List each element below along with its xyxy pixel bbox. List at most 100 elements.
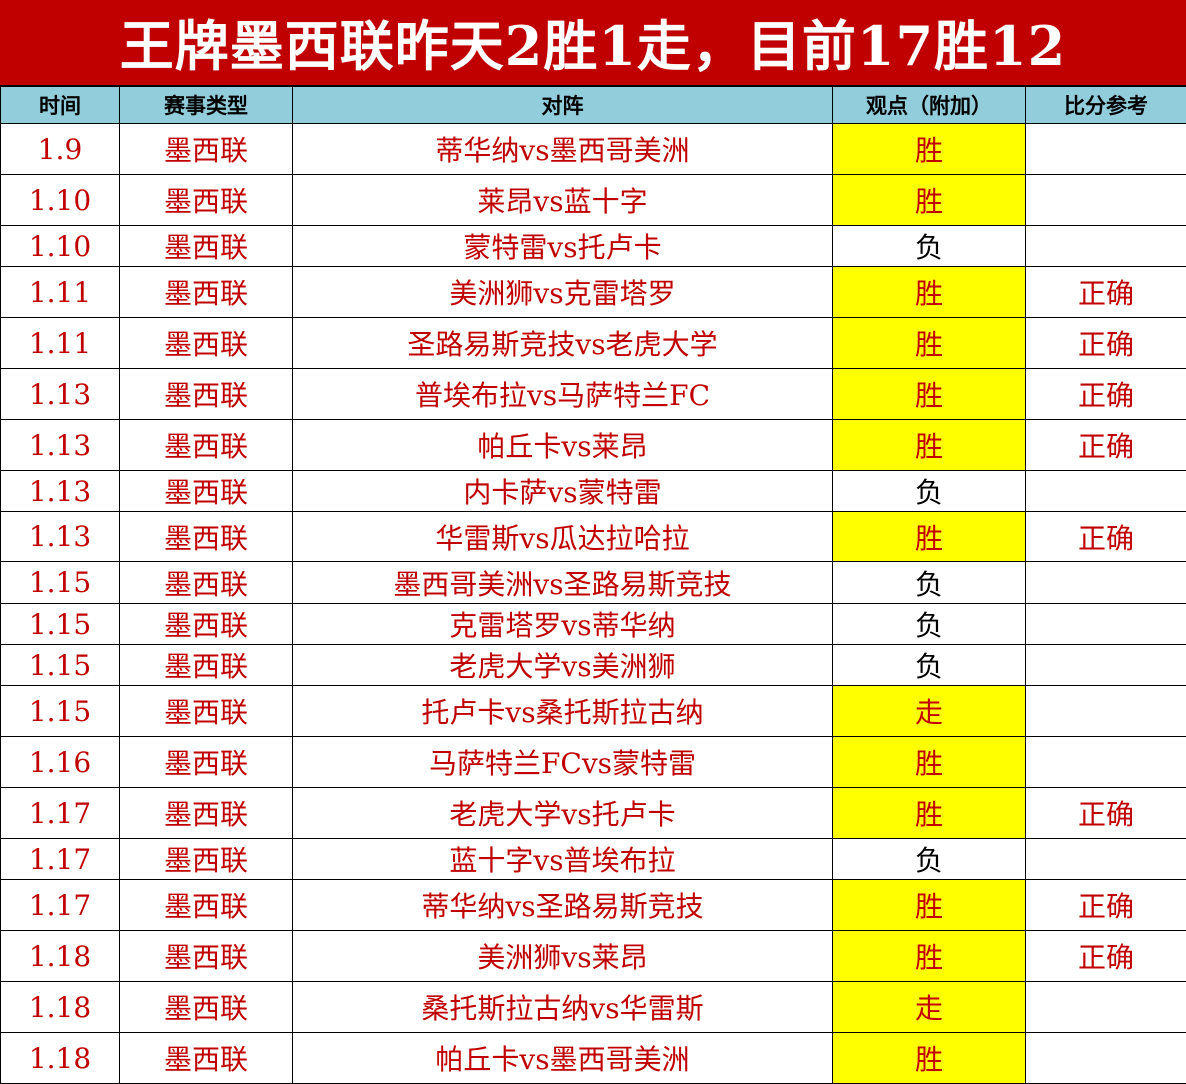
date-cell: 1.13 bbox=[1, 420, 120, 471]
league-cell: 墨西联 bbox=[120, 267, 293, 318]
pick-cell: 胜 bbox=[833, 124, 1026, 175]
date-cell: 1.15 bbox=[1, 645, 120, 686]
pick-cell: 负 bbox=[833, 839, 1026, 880]
note-cell: 正确 bbox=[1026, 512, 1186, 562]
pick-cell: 胜 bbox=[833, 931, 1026, 982]
league-cell: 墨西联 bbox=[120, 788, 293, 839]
match-cell: 蒂华纳vs墨西哥美洲 bbox=[293, 124, 833, 175]
pick-cell: 胜 bbox=[833, 318, 1026, 369]
pick-cell: 走 bbox=[833, 686, 1026, 737]
league-cell: 墨西联 bbox=[120, 982, 293, 1033]
pick-cell: 负 bbox=[833, 645, 1026, 686]
league-cell: 墨西联 bbox=[120, 420, 293, 471]
league-cell: 墨西联 bbox=[120, 226, 293, 267]
date-cell: 1.18 bbox=[1, 982, 120, 1033]
note-cell: 正确 bbox=[1026, 267, 1186, 318]
note-cell bbox=[1026, 175, 1186, 226]
match-cell: 蓝十字vs普埃布拉 bbox=[293, 839, 833, 880]
note-cell: 正确 bbox=[1026, 788, 1186, 839]
date-cell: 1.15 bbox=[1, 604, 120, 645]
match-cell: 桑托斯拉古纳vs华雷斯 bbox=[293, 982, 833, 1033]
pick-cell: 胜 bbox=[833, 1033, 1026, 1084]
match-cell: 莱昂vs蓝十字 bbox=[293, 175, 833, 226]
league-cell: 墨西联 bbox=[120, 931, 293, 982]
date-cell: 1.10 bbox=[1, 175, 120, 226]
league-cell: 墨西联 bbox=[120, 512, 293, 562]
pick-cell: 胜 bbox=[833, 788, 1026, 839]
match-cell: 帕丘卡vs墨西哥美洲 bbox=[293, 1033, 833, 1084]
date-cell: 1.17 bbox=[1, 788, 120, 839]
match-cell: 内卡萨vs蒙特雷 bbox=[293, 471, 833, 512]
date-cell: 1.11 bbox=[1, 267, 120, 318]
note-cell: 正确 bbox=[1026, 880, 1186, 931]
pick-cell: 胜 bbox=[833, 512, 1026, 562]
note-cell: 正确 bbox=[1026, 420, 1186, 471]
pick-cell: 胜 bbox=[833, 267, 1026, 318]
date-cell: 1.15 bbox=[1, 686, 120, 737]
league-cell: 墨西联 bbox=[120, 880, 293, 931]
match-cell: 墨西哥美洲vs圣路易斯竞技 bbox=[293, 562, 833, 604]
note-cell bbox=[1026, 124, 1186, 175]
date-cell: 1.11 bbox=[1, 318, 120, 369]
note-cell bbox=[1026, 839, 1186, 880]
match-cell: 华雷斯vs瓜达拉哈拉 bbox=[293, 512, 833, 562]
match-cell: 马萨特兰FCvs蒙特雷 bbox=[293, 737, 833, 788]
note-cell bbox=[1026, 982, 1186, 1033]
note-cell bbox=[1026, 562, 1186, 604]
note-cell bbox=[1026, 686, 1186, 737]
match-cell: 克雷塔罗vs蒂华纳 bbox=[293, 604, 833, 645]
league-cell: 墨西联 bbox=[120, 737, 293, 788]
note-cell bbox=[1026, 226, 1186, 267]
note-cell bbox=[1026, 1033, 1186, 1084]
date-cell: 1.10 bbox=[1, 226, 120, 267]
pick-cell: 胜 bbox=[833, 880, 1026, 931]
note-cell bbox=[1026, 604, 1186, 645]
pick-cell: 胜 bbox=[833, 737, 1026, 788]
page-title: 王牌墨西联昨天2胜1走，目前17胜12 bbox=[0, 0, 1186, 86]
league-cell: 墨西联 bbox=[120, 839, 293, 880]
league-cell: 墨西联 bbox=[120, 124, 293, 175]
col-header-date: 时间 bbox=[1, 87, 120, 124]
league-cell: 墨西联 bbox=[120, 175, 293, 226]
date-cell: 1.13 bbox=[1, 512, 120, 562]
pick-cell: 胜 bbox=[833, 369, 1026, 420]
col-header-note: 比分参考 bbox=[1026, 87, 1186, 124]
note-cell bbox=[1026, 471, 1186, 512]
date-cell: 1.18 bbox=[1, 931, 120, 982]
pick-cell: 胜 bbox=[833, 420, 1026, 471]
pick-cell: 负 bbox=[833, 604, 1026, 645]
league-cell: 墨西联 bbox=[120, 686, 293, 737]
header-row: 时间 赛事类型 对阵 观点（附加） 比分参考 bbox=[1, 87, 1186, 124]
match-cell: 帕丘卡vs莱昂 bbox=[293, 420, 833, 471]
date-cell: 1.17 bbox=[1, 880, 120, 931]
league-cell: 墨西联 bbox=[120, 604, 293, 645]
note-cell: 正确 bbox=[1026, 369, 1186, 420]
date-cell: 1.15 bbox=[1, 562, 120, 604]
note-cell bbox=[1026, 737, 1186, 788]
date-cell: 1.17 bbox=[1, 839, 120, 880]
pick-cell: 负 bbox=[833, 471, 1026, 512]
pick-cell: 走 bbox=[833, 982, 1026, 1033]
note-cell bbox=[1026, 645, 1186, 686]
date-cell: 1.13 bbox=[1, 369, 120, 420]
col-header-match: 对阵 bbox=[293, 87, 833, 124]
